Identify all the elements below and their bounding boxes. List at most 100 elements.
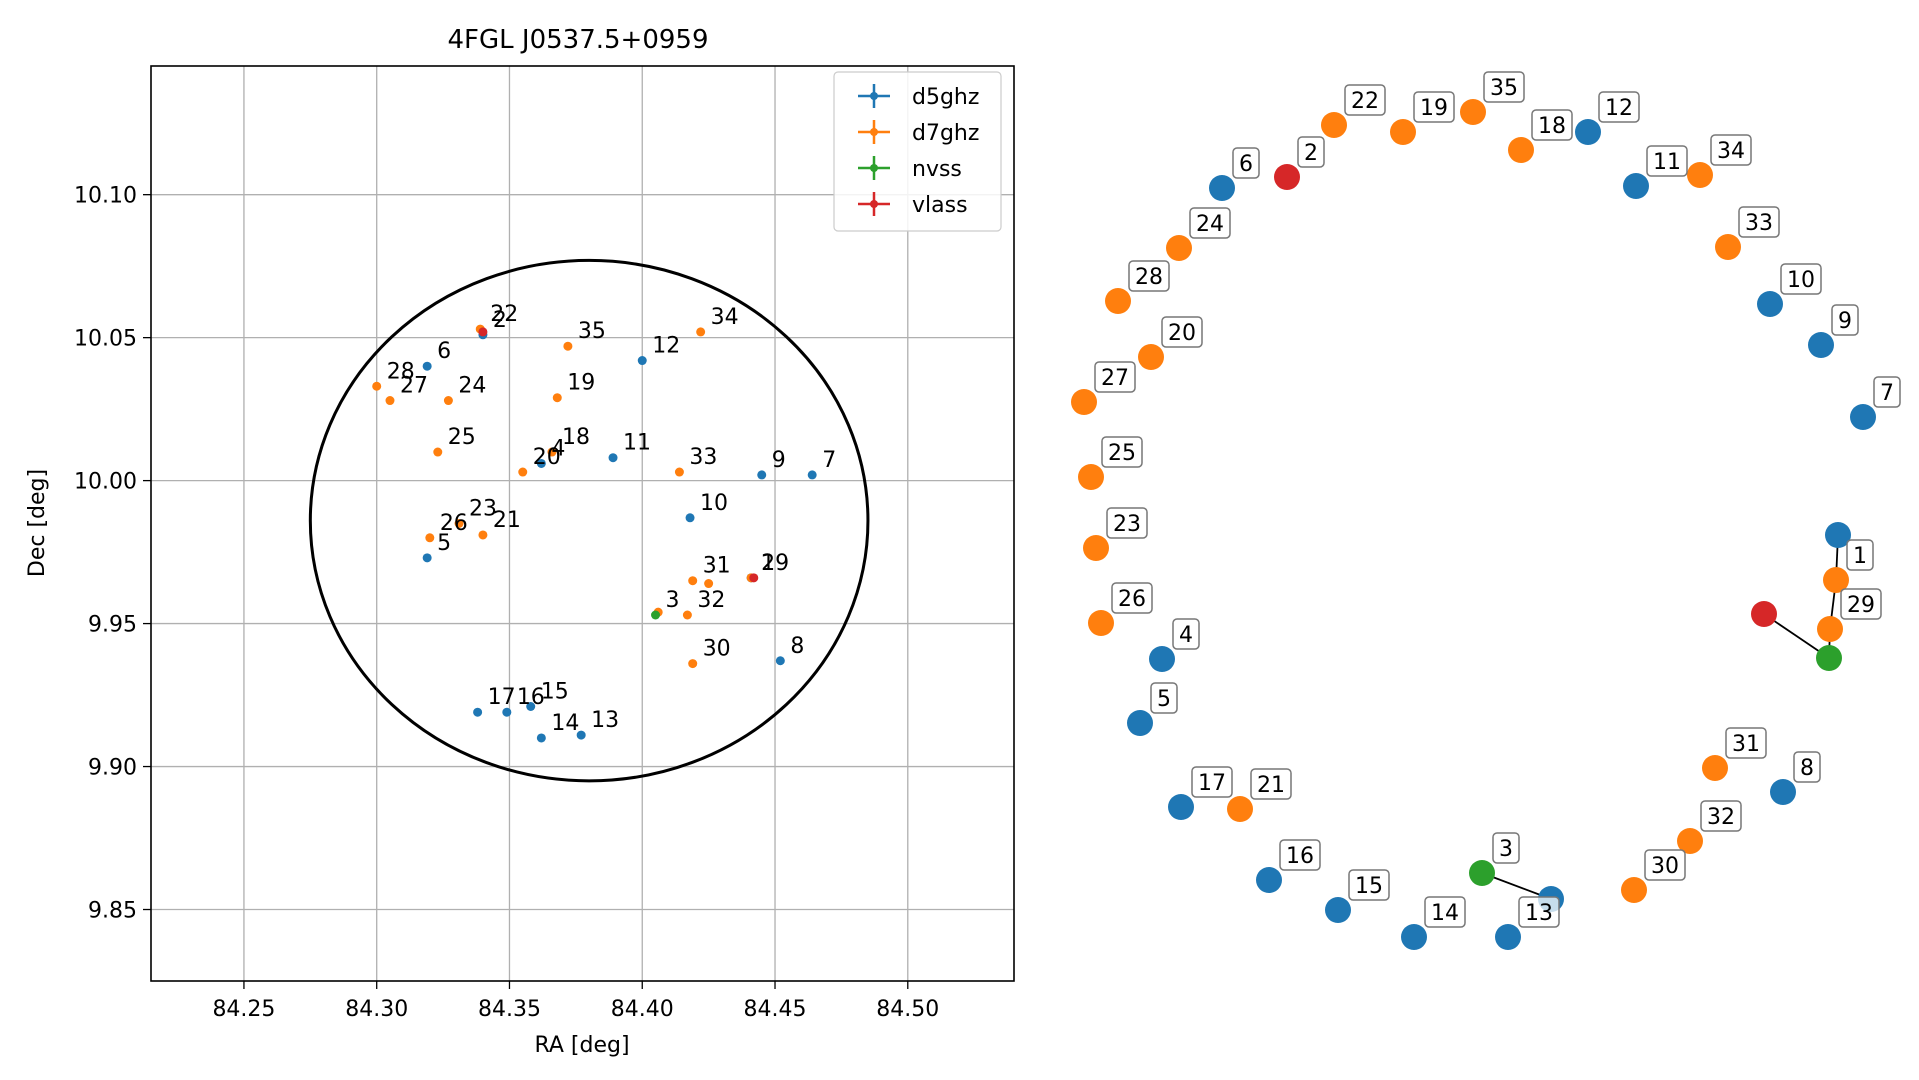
node-label-box — [1700, 800, 1742, 832]
network-node-d5ghz — [1770, 779, 1796, 805]
network-node-d5ghz — [1850, 404, 1876, 430]
network-node-d7ghz — [1677, 828, 1703, 854]
node-label-box — [1297, 136, 1325, 168]
y-tick-label: 9.90 — [88, 756, 137, 781]
node-label-box — [1873, 376, 1901, 408]
network-node-nvss — [1469, 860, 1495, 886]
node-label: 27 — [1101, 366, 1129, 391]
node-label: 22 — [1351, 89, 1379, 114]
point-label: 18 — [562, 425, 590, 450]
network-node-d5ghz — [1127, 710, 1153, 736]
network-node-d7ghz — [1083, 535, 1109, 561]
node-label: 34 — [1717, 139, 1745, 164]
data-point-d7ghz — [552, 393, 562, 403]
network-node-d5ghz — [1808, 332, 1834, 358]
point-label: 20 — [533, 445, 561, 470]
node-label-box — [1172, 618, 1200, 650]
node-label: 24 — [1196, 212, 1224, 237]
node-label-box — [1128, 260, 1170, 292]
node-label: 7 — [1880, 381, 1894, 406]
node-label: 19 — [1420, 96, 1448, 121]
data-point-d5ghz — [685, 513, 695, 523]
node-label: 10 — [1787, 268, 1815, 293]
legend-label: vlass — [912, 193, 968, 218]
point-label: 14 — [551, 711, 579, 736]
network-node-d7ghz — [1687, 162, 1713, 188]
data-point-d5ghz — [422, 361, 432, 371]
data-point-d7ghz — [425, 533, 435, 543]
node-label: 12 — [1605, 96, 1633, 121]
network-node-d7ghz — [1823, 567, 1849, 593]
node-label: 16 — [1286, 844, 1314, 869]
node-label-box — [1846, 539, 1874, 571]
point-label: 29 — [761, 551, 789, 576]
network-node-vlass — [1751, 601, 1777, 627]
node-label: 2 — [1304, 141, 1318, 166]
node-label-box — [1413, 91, 1455, 123]
node-label: 11 — [1653, 150, 1681, 175]
node-label-box — [1725, 727, 1767, 759]
node-label: 28 — [1135, 265, 1163, 290]
node-label: 15 — [1355, 874, 1383, 899]
data-point-d5ghz — [757, 470, 767, 480]
y-axis-ticks: 9.85 9.90 9.95 10.00 10.05 10.10 — [74, 184, 151, 924]
data-point-d5ghz — [637, 356, 647, 366]
x-tick-label: 84.45 — [744, 997, 807, 1022]
node-label: 21 — [1257, 773, 1285, 798]
x-axis-ticks: 84.25 84.30 84.35 84.40 84.45 84.50 — [212, 981, 939, 1022]
data-point-d7ghz — [563, 341, 573, 351]
point-label: 33 — [689, 445, 717, 470]
data-point-d5ghz — [502, 707, 512, 717]
point-label: 26 — [440, 511, 468, 536]
point-label: 11 — [623, 431, 651, 456]
network-node-d7ghz — [1166, 235, 1192, 261]
point-label: 7 — [822, 448, 836, 473]
data-point-vlass — [478, 327, 488, 337]
legend-label: d7ghz — [912, 121, 979, 146]
x-tick-label: 84.50 — [876, 997, 939, 1022]
data-point-d5ghz — [536, 733, 546, 743]
network-node-d5ghz — [1401, 924, 1427, 950]
point-label: 13 — [591, 708, 619, 733]
point-label: 27 — [400, 374, 428, 399]
node-label-box — [1483, 71, 1525, 103]
data-point-d7ghz — [478, 530, 488, 540]
node-label-box — [1710, 134, 1752, 166]
network-node-d7ghz — [1078, 464, 1104, 490]
localization-ellipse — [308, 258, 870, 783]
data-point-d7ghz — [443, 396, 453, 406]
node-label: 18 — [1538, 114, 1566, 139]
network-node-d5ghz — [1209, 175, 1235, 201]
data-point-d5ghz — [775, 656, 785, 666]
node-label-box — [1646, 145, 1688, 177]
point-label: 32 — [697, 588, 725, 613]
point-label: 3 — [666, 588, 680, 613]
data-point-nvss — [651, 610, 661, 620]
legend-label: d5ghz — [912, 85, 979, 110]
node-label-box — [1424, 896, 1466, 928]
node-label-box — [1094, 361, 1136, 393]
point-label: 35 — [578, 319, 606, 344]
data-point-d7ghz — [454, 519, 464, 528]
point-label: 19 — [567, 371, 595, 396]
network-node-d5ghz — [1256, 867, 1282, 893]
network-node-d5ghz — [1325, 897, 1351, 923]
data-point-d7ghz — [433, 447, 443, 457]
data-point-d7ghz — [385, 396, 395, 406]
y-tick-label: 10.10 — [74, 184, 137, 209]
point-label: 1 — [761, 551, 775, 576]
network-node-d7ghz — [1460, 99, 1486, 125]
node-label-box — [1348, 869, 1390, 901]
data-point-d7ghz — [682, 610, 692, 620]
legend-marker-dot — [870, 92, 878, 100]
network-node-d7ghz — [1621, 877, 1647, 903]
node-label: 9 — [1838, 309, 1852, 334]
node-label-box — [1150, 682, 1178, 714]
point-label: 4 — [551, 436, 565, 461]
network-node-d7ghz — [1105, 288, 1131, 314]
node-label-box — [1189, 207, 1231, 239]
data-point-d7ghz — [696, 327, 706, 337]
